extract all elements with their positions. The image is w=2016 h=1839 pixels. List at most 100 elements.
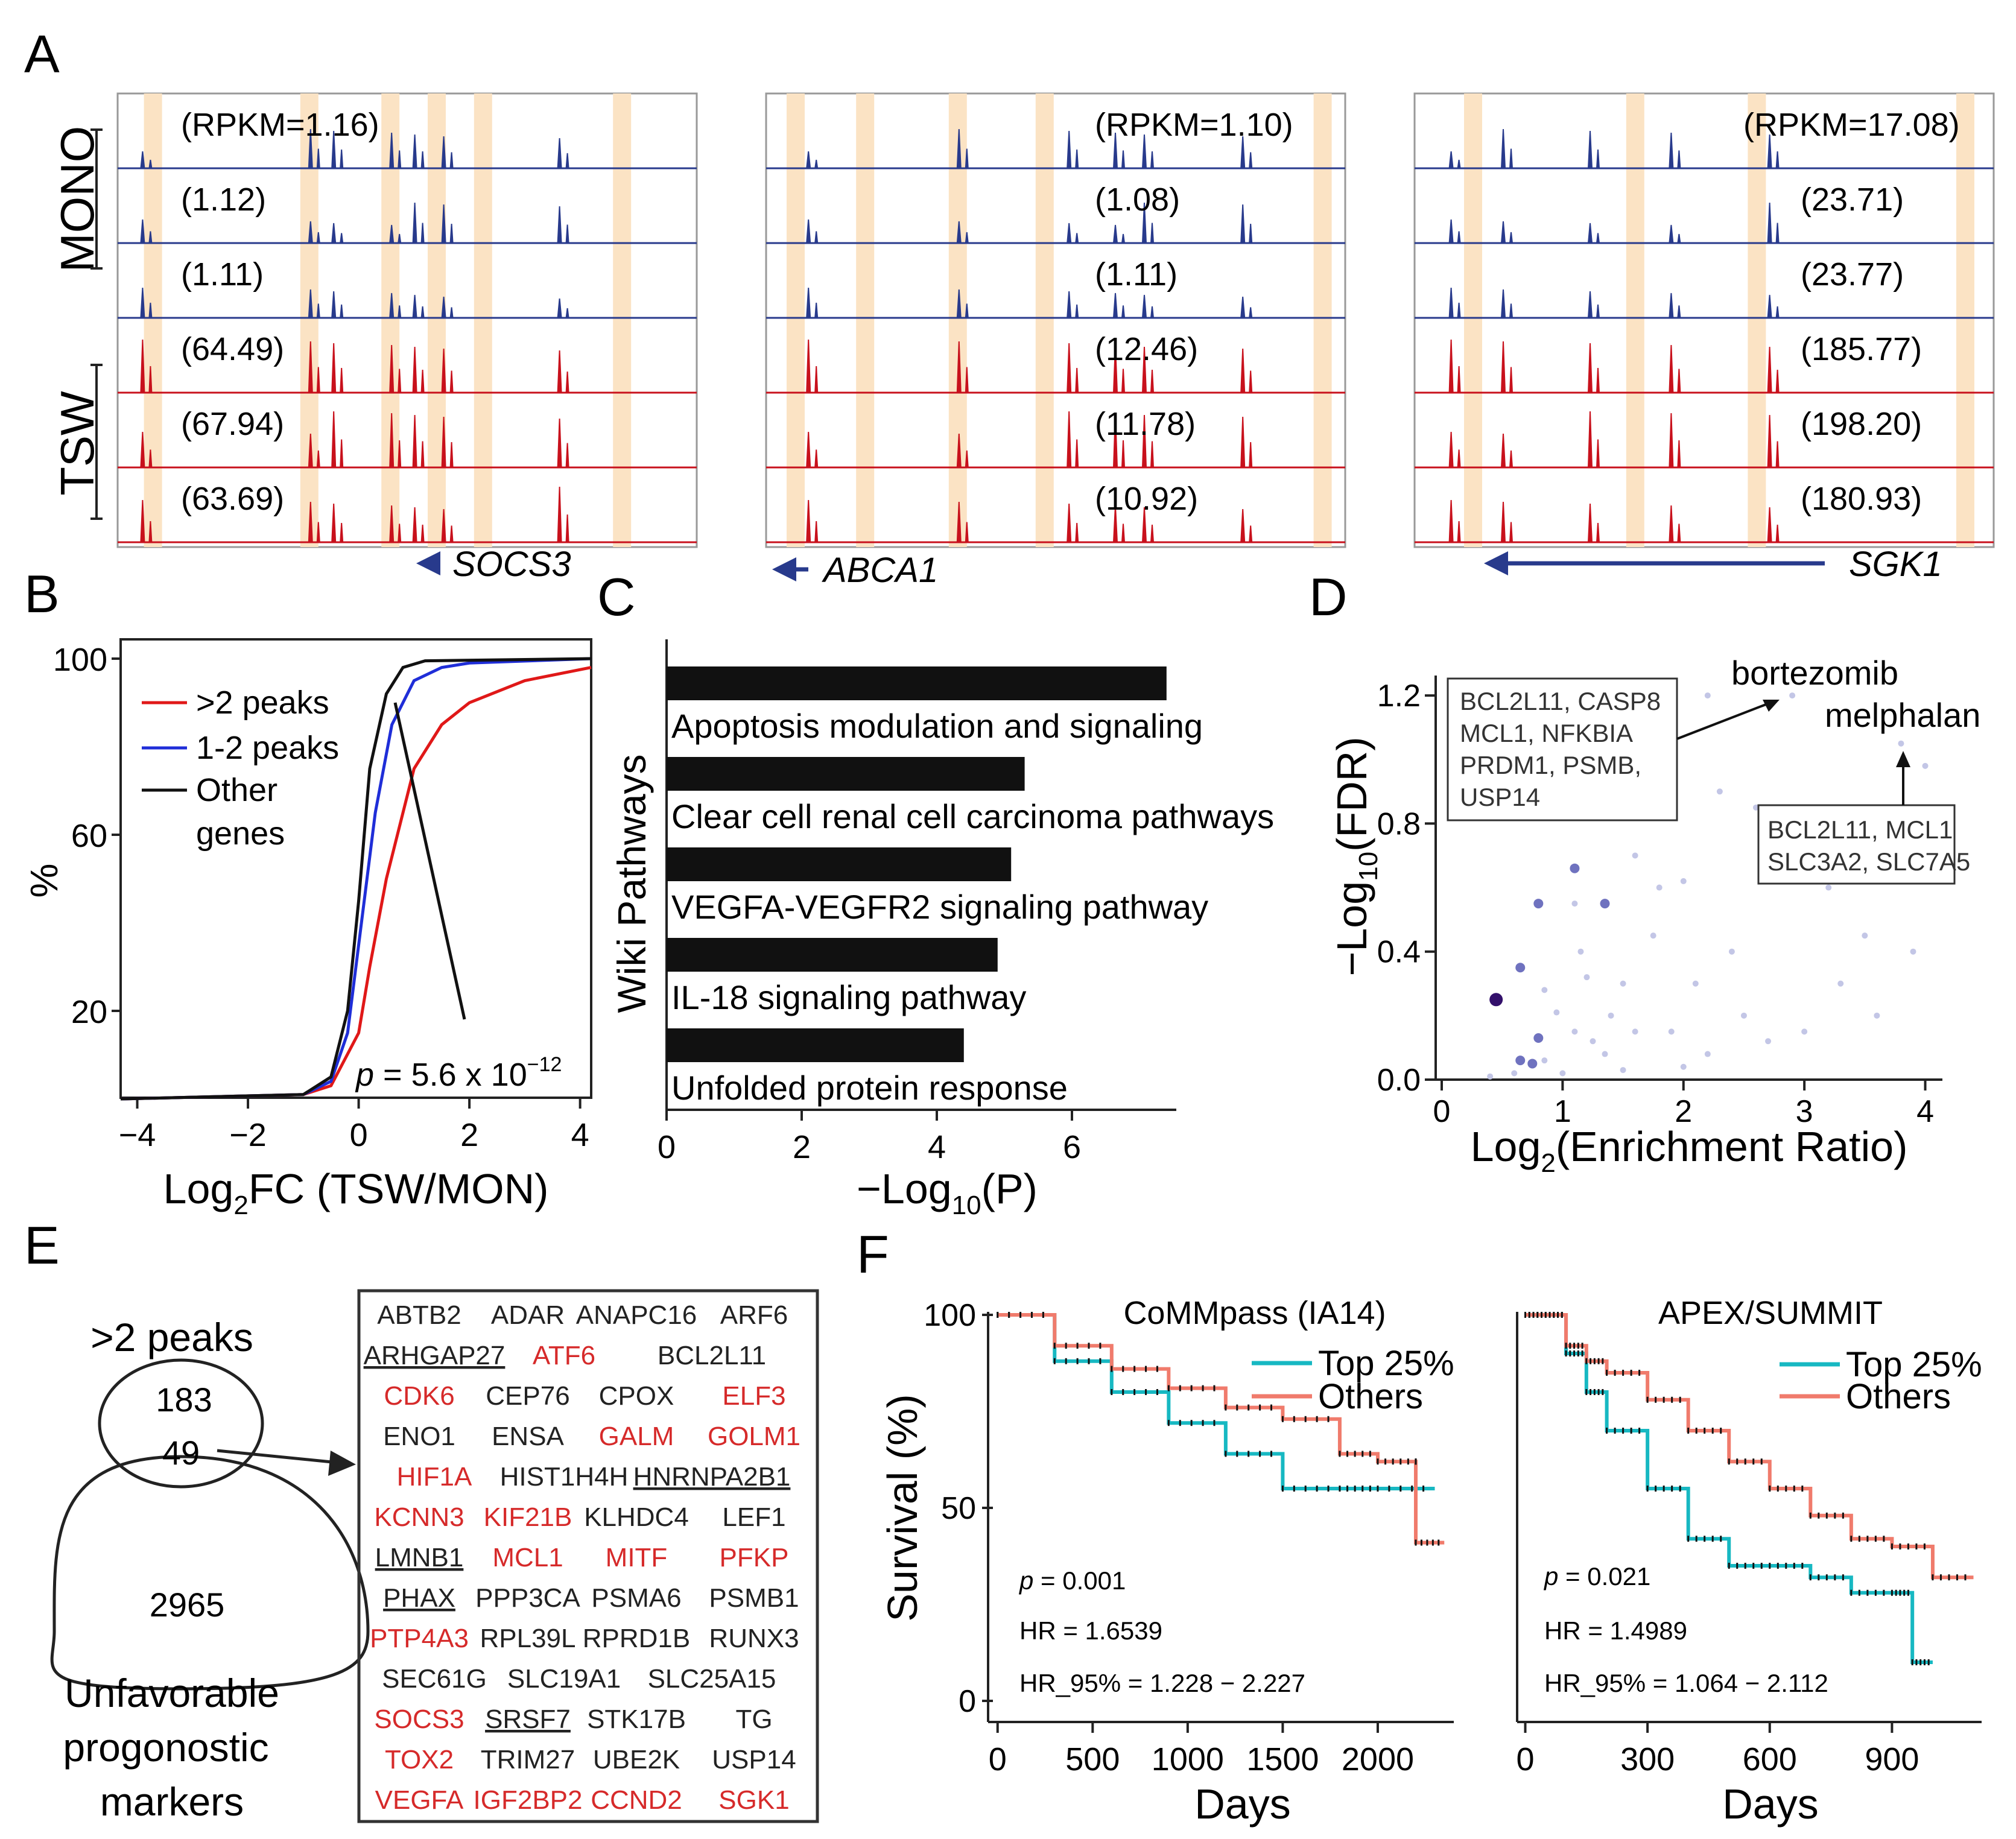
track-signal	[806, 339, 1253, 393]
gene-name: RUNX3	[709, 1624, 799, 1653]
group-label-tsw: TSW	[51, 391, 104, 496]
scatter-point	[1837, 980, 1844, 987]
y-tick-label: 60	[71, 818, 107, 854]
scatter-point	[1511, 1070, 1518, 1077]
socs3-arrow-icon	[416, 551, 440, 575]
track-signal	[140, 202, 569, 244]
panel-letter-f: F	[857, 1224, 889, 1284]
gene-name: CPOX	[599, 1381, 674, 1411]
box1-line3: PRDM1, PSMB,	[1460, 751, 1641, 779]
venn-count-top: 183	[156, 1381, 212, 1419]
p-value: p = 5.6 x 10−12	[355, 1053, 562, 1093]
x-tick-label: 3	[1796, 1094, 1813, 1129]
rpkm-label: (11.78)	[1095, 406, 1196, 442]
track-signal	[1448, 128, 1780, 169]
scatter-point	[1801, 1028, 1808, 1035]
scatter-point	[1862, 932, 1868, 939]
rpkm-label: (RPKM=17.08)	[1743, 107, 1960, 143]
y-tick-label: 0.0	[1377, 1063, 1421, 1098]
scatter-point	[1553, 1009, 1560, 1016]
gene-name: SGK1	[718, 1785, 789, 1815]
scatter-point	[1541, 987, 1548, 993]
x-tick-label: −2	[229, 1117, 267, 1153]
track-panel-frame	[765, 92, 1346, 548]
legend-label-genes: genes	[196, 815, 285, 852]
scatter-point	[1874, 1012, 1880, 1019]
gene-name: RPRD1B	[583, 1624, 691, 1653]
y-tick-label: 100	[924, 1298, 976, 1333]
y-tick-label: 0.4	[1377, 935, 1421, 970]
scatter-point	[1716, 788, 1723, 795]
venn-bottom-label-1: Unfavorable	[65, 1671, 279, 1715]
scatter-point	[1608, 1012, 1614, 1019]
panel-e-venn: >2 peaks 183 49 2965 Unfavorable progono…	[50, 1289, 819, 1824]
gene-name: CCND2	[591, 1785, 682, 1815]
box2-line1: BCL2L11, MCL1	[1767, 815, 1953, 844]
gene-name: MCL1	[492, 1543, 563, 1572]
highlight-band	[1748, 93, 1766, 547]
gene-name: SRSF7	[485, 1704, 571, 1734]
highlight-band	[1626, 93, 1644, 547]
box1-line1: BCL2L11, CASP8	[1460, 687, 1661, 715]
rpkm-label: (10.92)	[1095, 481, 1198, 517]
gene-name: RPL39L	[480, 1624, 575, 1653]
track-signal	[1448, 411, 1780, 468]
y-tick-label: 0.8	[1377, 806, 1421, 841]
x-tick-label: 2	[460, 1117, 478, 1153]
rpkm-label: (1.12)	[181, 182, 266, 218]
scatter-point	[1620, 1067, 1626, 1074]
cdf-line-0	[120, 666, 592, 1101]
scatter-point	[1704, 692, 1711, 699]
gene-name: VEGFA	[375, 1785, 464, 1815]
highlight-band	[144, 93, 162, 547]
km-curve-1	[997, 1313, 1445, 1545]
legend-label-gt2: >2 peaks	[196, 685, 329, 721]
venn-bottom-label-2: progonostic	[63, 1725, 268, 1770]
venn-top-label: >2 peaks	[90, 1315, 253, 1359]
venn-bottom-shape	[50, 1455, 370, 1691]
km-left-title: CoMMpass (IA14)	[1123, 1295, 1386, 1331]
km-left-legend-others: Others	[1318, 1377, 1423, 1416]
gene-list-box	[357, 1289, 819, 1823]
box1-line4: USP14	[1460, 783, 1540, 811]
track-signal	[806, 128, 1253, 169]
x-tick-label: 4	[928, 1129, 946, 1165]
bar	[667, 847, 1012, 881]
x-tick-label: 0	[1433, 1094, 1451, 1129]
x-axis-label: −Log10(P)	[857, 1165, 1038, 1220]
track-signal	[1448, 287, 1780, 318]
x-tick-label: 2	[1675, 1094, 1692, 1129]
x-axis-label: Log2(Enrichment Ratio)	[1471, 1123, 1908, 1178]
km-right-legend-top: Top 25%	[1846, 1345, 1982, 1384]
rpkm-label: (1.08)	[1095, 182, 1180, 218]
x-tick-label: 1500	[1246, 1741, 1319, 1777]
x-tick-label: 0	[350, 1117, 368, 1153]
scatter-point	[1752, 804, 1759, 811]
km-left-legend-top: Top 25%	[1318, 1344, 1454, 1383]
panel-a-genome-tracks: (RPKM=1.16) (1.12) (1.11) (64.49) (67.94) (63…	[51, 92, 1995, 590]
scatter-point	[1515, 963, 1526, 973]
gene-label-abca1: ABCA1	[822, 551, 938, 590]
rpkm-label: (23.77)	[1801, 256, 1904, 293]
x-tick-label: 0	[989, 1741, 1007, 1777]
y-tick-label: 50	[941, 1491, 976, 1526]
gene-name: ENSA	[492, 1422, 564, 1451]
y-tick-label: 100	[53, 642, 107, 678]
km-right-xlabel: Days	[1722, 1780, 1818, 1828]
gene-name: TG	[735, 1704, 772, 1734]
gene-name: PHAX	[383, 1583, 455, 1613]
gene-name: CEP76	[486, 1381, 569, 1411]
panel-c-bar-chart: Wiki Pathways Apoptosis modulation and s…	[609, 639, 1274, 1220]
panel-letter-e: E	[24, 1215, 60, 1275]
highlight-band	[1313, 93, 1332, 547]
gene-name: IGF2BP2	[474, 1785, 583, 1815]
venn-count-overlap: 49	[162, 1434, 200, 1472]
gene-name: TOX2	[385, 1745, 454, 1774]
gene-name: BCL2L11	[658, 1341, 766, 1370]
gene-name: ENO1	[383, 1422, 455, 1451]
gene-name: ELF3	[722, 1381, 785, 1411]
scatter-point	[1533, 1033, 1544, 1043]
rpkm-label: (67.94)	[181, 406, 284, 442]
scatter-point	[1680, 1063, 1687, 1070]
